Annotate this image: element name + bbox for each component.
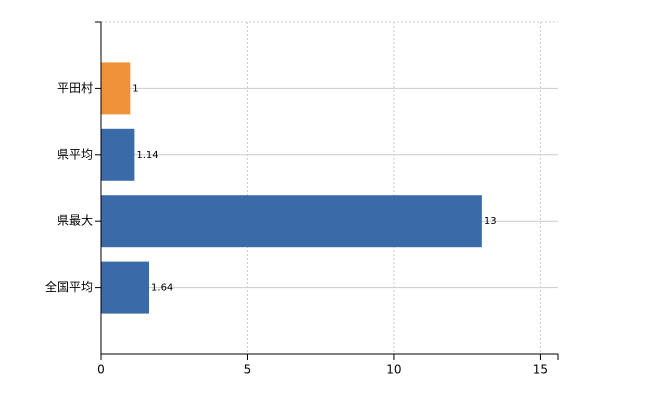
value-label: 13 xyxy=(484,216,497,227)
bar xyxy=(101,261,150,314)
value-label: 1 xyxy=(132,83,138,94)
bar xyxy=(101,195,482,248)
x-tick-label: 10 xyxy=(386,363,401,377)
y-tick-label: 県平均 xyxy=(57,147,93,161)
bar xyxy=(101,128,135,181)
value-label: 1.64 xyxy=(151,283,173,294)
x-tick-label: 5 xyxy=(244,363,252,377)
y-tick-label: 平田村 xyxy=(57,81,93,95)
bar xyxy=(101,62,131,115)
x-tick-label: 15 xyxy=(533,363,548,377)
x-tick-label: 0 xyxy=(97,363,105,377)
y-tick-label: 県最大 xyxy=(57,214,93,228)
y-tick-label: 全国平均 xyxy=(45,279,93,294)
value-label: 1.14 xyxy=(136,150,158,161)
